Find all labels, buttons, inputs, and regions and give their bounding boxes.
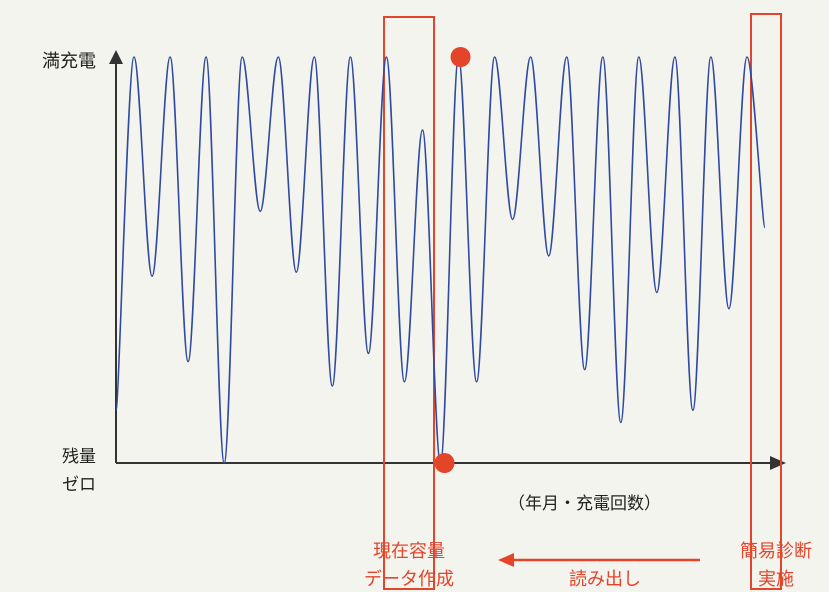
series-line: [115, 56, 766, 464]
current-capacity-zero-marker: [434, 453, 455, 473]
read-out-label: 読み出し: [569, 569, 641, 590]
current-capacity-box: [383, 16, 435, 590]
diagnosis-label-1: 簡易診断: [740, 541, 812, 562]
current-capacity-label-1: 現在容量: [373, 541, 445, 562]
y-label-bottom-1: 残量: [62, 447, 96, 467]
y-label-top: 満充電: [42, 51, 96, 72]
current-capacity-full-marker: [450, 47, 471, 67]
y-axis-arrow: [109, 50, 123, 64]
y-label-bottom-2: ゼロ: [62, 475, 96, 495]
x-axis-label: （年月・充電回数）: [508, 494, 661, 514]
diagnosis-label-2: 実施: [758, 569, 794, 590]
current-capacity-label-2: データ作成: [364, 569, 454, 590]
diagnosis-box: [750, 13, 782, 590]
read-out-arrow-head: [498, 553, 514, 567]
x-axis-arrow: [770, 456, 786, 470]
